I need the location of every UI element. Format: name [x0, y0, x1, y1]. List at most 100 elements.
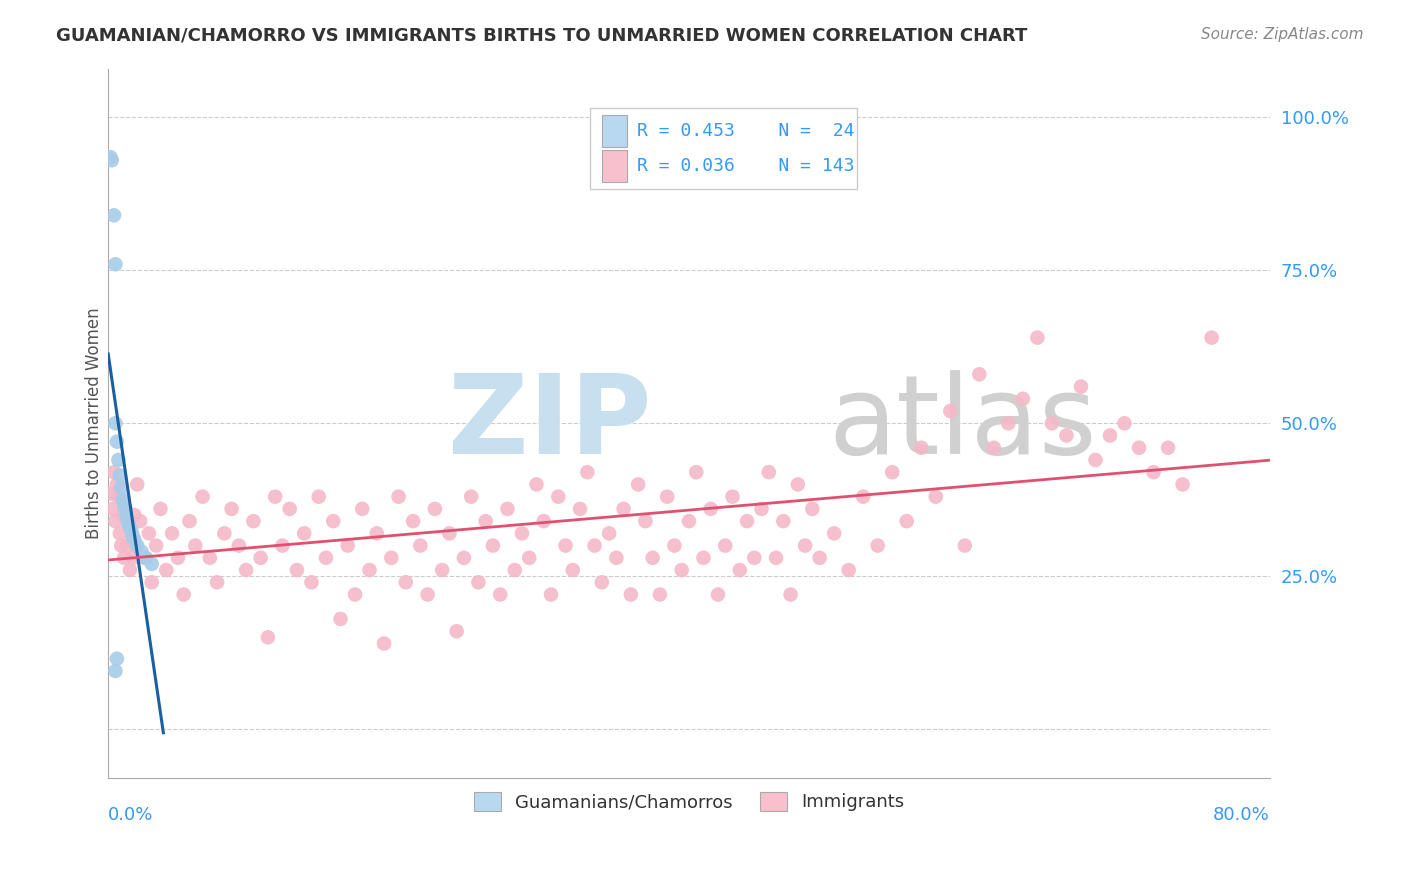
Point — [648, 588, 671, 602]
Point — [503, 563, 526, 577]
Point — [105, 434, 128, 449]
Point — [101, 502, 124, 516]
Point — [634, 514, 657, 528]
Point — [131, 545, 153, 559]
Point — [387, 490, 409, 504]
Point — [221, 502, 243, 516]
Point — [118, 520, 141, 534]
Point — [453, 550, 475, 565]
Text: R = 0.453    N =  24: R = 0.453 N = 24 — [637, 121, 855, 140]
Point — [184, 539, 207, 553]
Point — [576, 465, 599, 479]
Point — [969, 368, 991, 382]
Text: atlas: atlas — [828, 370, 1097, 476]
Point — [786, 477, 808, 491]
Point — [554, 539, 576, 553]
Point — [103, 465, 125, 479]
Y-axis label: Births to Unmarried Women: Births to Unmarried Women — [86, 308, 103, 539]
Point — [117, 517, 139, 532]
Point — [198, 550, 221, 565]
Point — [127, 477, 149, 491]
Point — [329, 612, 352, 626]
Point — [242, 514, 264, 528]
Bar — [602, 150, 627, 182]
Text: GUAMANIAN/CHAMORRO VS IMMIGRANTS BIRTHS TO UNMARRIED WOMEN CORRELATION CHART: GUAMANIAN/CHAMORRO VS IMMIGRANTS BIRTHS … — [56, 27, 1028, 45]
Point — [402, 514, 425, 528]
Point — [801, 502, 824, 516]
Point — [104, 257, 127, 271]
Point — [765, 550, 787, 565]
Point — [598, 526, 620, 541]
Point — [125, 539, 148, 553]
Point — [526, 477, 548, 491]
Point — [714, 539, 737, 553]
Point — [108, 468, 131, 483]
Bar — [602, 115, 627, 146]
Point — [758, 465, 780, 479]
Point — [235, 563, 257, 577]
Point — [352, 502, 374, 516]
Point — [1054, 428, 1077, 442]
Point — [1114, 417, 1136, 431]
Point — [373, 636, 395, 650]
Point — [838, 563, 860, 577]
Point — [308, 490, 330, 504]
Point — [1040, 417, 1063, 431]
Point — [160, 526, 183, 541]
Point — [271, 539, 294, 553]
Point — [1171, 477, 1194, 491]
Text: 0.0%: 0.0% — [108, 806, 153, 824]
Point — [533, 514, 555, 528]
Point — [145, 539, 167, 553]
Point — [416, 588, 439, 602]
Point — [214, 526, 236, 541]
Point — [467, 575, 489, 590]
Point — [423, 502, 446, 516]
Point — [141, 575, 163, 590]
Point — [98, 150, 121, 164]
Point — [641, 550, 664, 565]
Point — [135, 550, 157, 565]
Point — [105, 477, 128, 491]
Point — [517, 550, 540, 565]
Point — [155, 563, 177, 577]
Point — [896, 514, 918, 528]
Point — [315, 550, 337, 565]
Point — [380, 550, 402, 565]
Point — [336, 539, 359, 553]
Point — [482, 539, 505, 553]
Point — [742, 550, 765, 565]
Point — [141, 557, 163, 571]
Point — [110, 539, 132, 553]
Point — [322, 514, 344, 528]
Point — [205, 575, 228, 590]
Point — [292, 526, 315, 541]
Point — [1012, 392, 1035, 406]
Point — [671, 563, 693, 577]
Point — [278, 502, 301, 516]
Point — [112, 499, 135, 513]
Point — [122, 529, 145, 543]
Point — [678, 514, 700, 528]
Point — [149, 502, 172, 516]
Point — [794, 539, 817, 553]
Point — [115, 511, 138, 525]
Point — [100, 486, 122, 500]
Point — [103, 208, 125, 222]
Point — [721, 490, 744, 504]
Point — [699, 502, 721, 516]
Text: 80.0%: 80.0% — [1213, 806, 1270, 824]
Point — [613, 502, 636, 516]
Point — [118, 563, 141, 577]
Point — [939, 404, 962, 418]
Point — [474, 514, 496, 528]
Point — [997, 417, 1019, 431]
Point — [122, 550, 145, 565]
Point — [108, 526, 131, 541]
Text: R = 0.036    N = 143: R = 0.036 N = 143 — [637, 157, 855, 175]
Point — [823, 526, 845, 541]
Point — [104, 514, 127, 528]
Point — [167, 550, 190, 565]
Point — [1157, 441, 1180, 455]
Legend: Guamanians/Chamorros, Immigrants: Guamanians/Chamorros, Immigrants — [467, 785, 911, 819]
